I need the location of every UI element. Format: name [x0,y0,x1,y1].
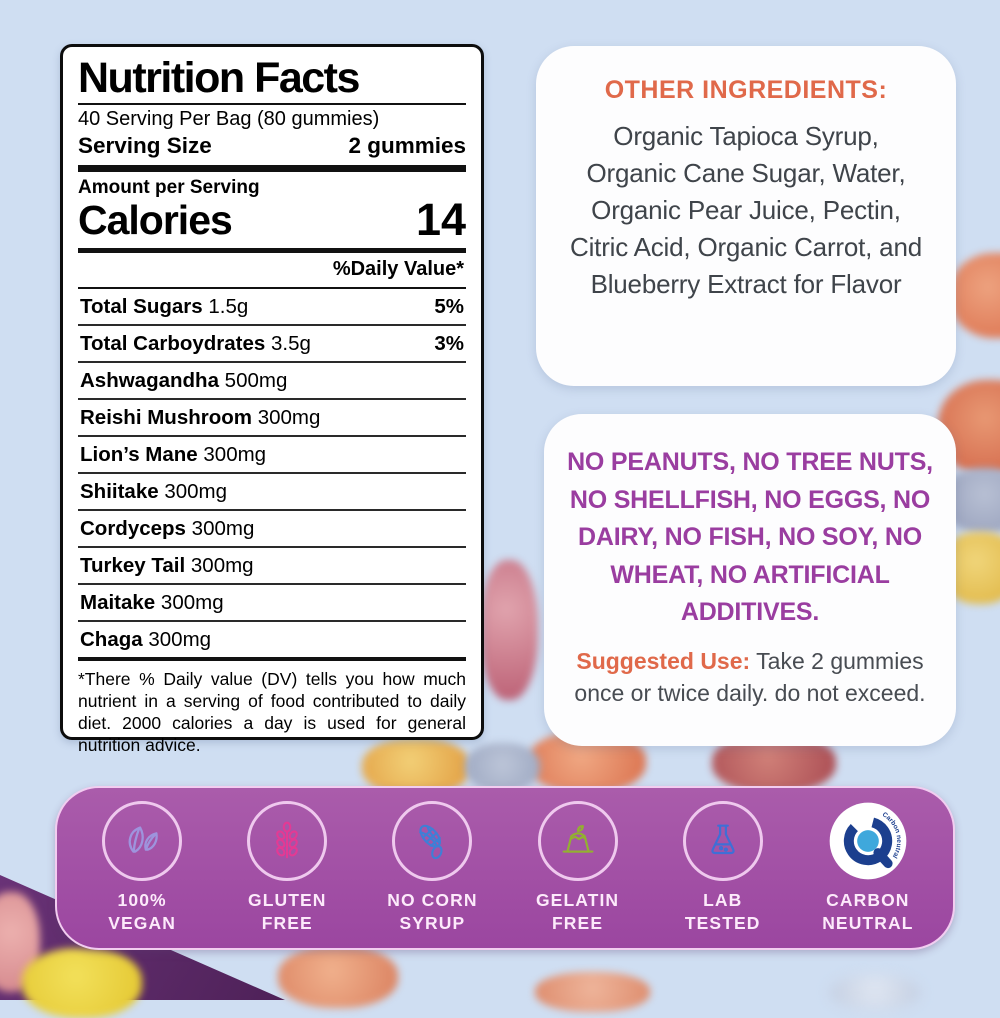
nutrient: Maitake 300mg [80,590,224,614]
gummy-blob [22,948,142,1018]
badge-label: LAB TESTED [684,890,761,933]
feature-badge-gelatin-free: GELATIN FREE [510,801,646,935]
table-row: Shiitake 300mg [78,474,466,511]
table-row: Total Carboydrates 3.5g 3% [78,326,466,363]
other-ingredients-body: Organic Tapioca Syrup, Organic Cane Suga… [570,121,922,299]
amount-per-serving-label: Amount per Serving [78,177,260,199]
feature-badge-vegan: 100% VEGAN [74,801,210,935]
daily-value: 3% [434,331,464,355]
badge-circle [682,801,763,882]
badge-label: GELATIN FREE [535,890,620,933]
nutrient: Lion’s Mane 300mg [80,442,267,466]
badge-label: NO CORN SYRUP [387,890,478,933]
serving-size-row: Serving Size 2 gummies [78,133,466,159]
thick-divider [78,247,466,253]
feature-badge-carbon-neutral: Carbon neutral CARBON NEUTRAL [800,801,936,935]
badge-circle: Carbon neutral [828,801,908,881]
allergen-card: NO PEANUTS, NO TREE NUTS, NO SHELLFISH, … [544,414,956,746]
nutrient: Total Carboydrates 3.5g [80,331,311,355]
other-ingredients-card: OTHER INGREDIENTS: Organic Tapioca Syrup… [536,46,956,386]
gelatin-mold-icon [562,825,594,853]
nutrient: Cordyceps 300mg [80,516,255,540]
nutrient: Reishi Mushroom 300mg [80,405,321,429]
calories-label: Calories [78,196,233,243]
suggested-use: Suggested Use: Take 2 gummies once or tw… [566,645,934,710]
lab-flask-icon [711,824,735,855]
table-row: Chaga 300mg [78,622,466,661]
table-row: Ashwagandha 500mg [78,363,466,400]
feature-badge-no-corn-syrup: NO CORN SYRUP [364,801,500,935]
table-row: Turkey Tail 300mg [78,548,466,585]
nutrient: Ashwagandha 500mg [80,368,288,392]
nutrition-footnote: *There % Daily value (DV) tells you how … [78,668,466,756]
gummy-blob [465,743,540,791]
gummy-blob [480,560,538,700]
nutrient: Chaga 300mg [80,627,212,651]
badge-circle [392,801,473,882]
thick-divider [78,165,466,173]
gummy-blob [830,975,920,1010]
nutrition-title: Nutrition Facts [78,54,360,102]
suggested-use-text: Take 2 gummies once or twice daily. do n… [574,647,926,707]
allergen-statement: NO PEANUTS, NO TREE NUTS, NO SHELLFISH, … [567,448,933,626]
suggested-use-label: Suggested Use: [576,647,751,674]
daily-value-header: %Daily Value* [78,254,466,289]
divider [78,103,466,106]
badge-label: GLUTEN FREE [248,890,327,933]
nutrient: Turkey Tail 300mg [80,553,254,577]
nutrition-rows: Total Sugars 1.5g 5% Total Carboydrates … [78,289,466,661]
badge-label: 100% VEGAN [108,890,176,933]
daily-value: 5% [434,294,464,318]
badge-circle [537,801,618,882]
wheat-icon [276,821,299,859]
features-bar: 100% VEGAN GLUTEN FREE [55,786,955,950]
table-row: Maitake 300mg [78,585,466,622]
serving-size-value: 2 gummies [348,133,466,159]
nutrient: Shiitake 300mg [80,479,228,503]
gummy-blob [535,972,650,1012]
table-row: Reishi Mushroom 300mg [78,400,466,437]
servings-per-bag: 40 Serving Per Bag (80 gummies) [78,108,380,131]
corn-icon [419,825,443,860]
nutrition-facts-label: Nutrition Facts 40 Serving Per Bag (80 g… [60,44,484,755]
vegan-leaf-icon [128,826,158,853]
table-row: Lion’s Mane 300mg [78,437,466,474]
nutrient: Total Sugars 1.5g [80,294,249,318]
calories-row: Calories 14 [78,194,466,246]
feature-badge-lab-tested: LAB TESTED [655,801,791,935]
other-ingredients-title: OTHER INGREDIENTS: [604,76,888,104]
table-row: Total Sugars 1.5g 5% [78,289,466,326]
feature-badge-gluten-free: GLUTEN FREE [219,801,355,935]
badge-circle [102,801,183,882]
calories-value: 14 [415,194,466,246]
serving-size-label: Serving Size [78,133,212,159]
table-row: Cordyceps 300mg [78,511,466,548]
gummy-blob [278,946,398,1008]
gummy-blob [950,253,1000,338]
badge-circle [247,801,328,882]
badge-label: CARBON NEUTRAL [822,890,914,933]
carbon-neutral-icon: Carbon neutral [829,802,907,880]
